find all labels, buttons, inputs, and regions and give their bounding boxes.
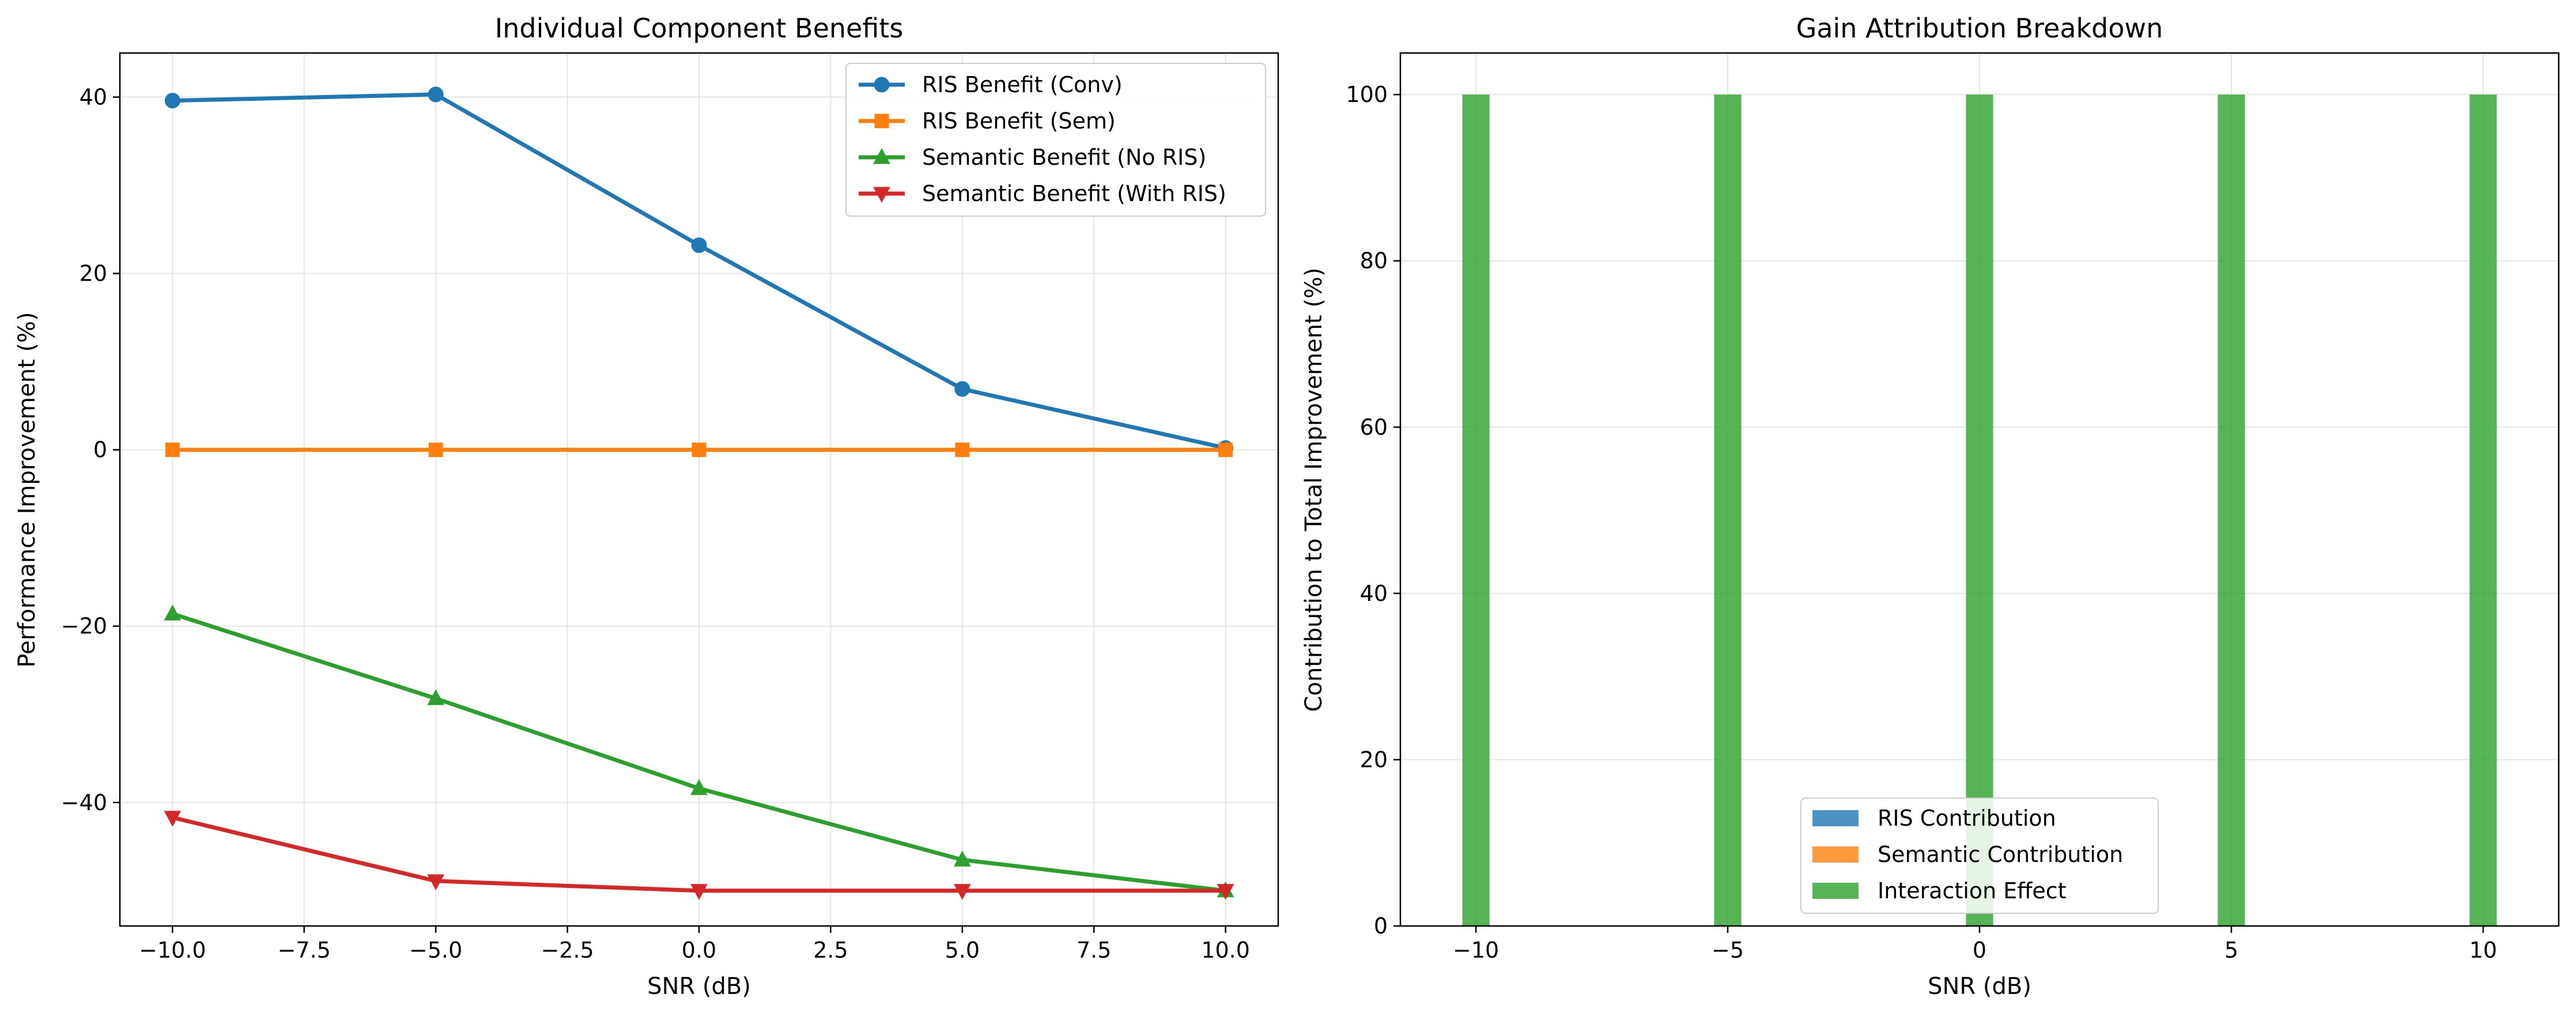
left-y-tick-label: 0: [93, 437, 107, 463]
semantic-benefit-no-ris-point: [953, 850, 971, 867]
left-x-tick-label: 0.0: [682, 937, 716, 963]
left-ticks: −10.0 −7.5 −5.0 −2.5 0.0 2.5 5.0 7.5 10.0 −40 −20 0…: [61, 85, 1250, 963]
semantic-contribution-legend-swatch: [1812, 846, 1859, 863]
left-x-tick-label: 10.0: [1201, 937, 1250, 963]
left-y-tick-label: −20: [61, 614, 107, 639]
semantic-benefit-with-ris-legend-marker: [873, 187, 890, 203]
ris-contribution-legend-label: RIS Contribution: [1878, 806, 2056, 831]
left-chart-title: Individual Component Benefits: [495, 13, 904, 44]
interaction-effect-legend-label: Interaction Effect: [1878, 878, 2067, 903]
left-legend-items: RIS Benefit (Conv) RIS Benefit (Sem) Seman…: [859, 72, 1226, 206]
left-y-axis-label: Performance Improvement (%): [14, 312, 40, 667]
ris-contribution-legend-swatch: [1812, 810, 1859, 826]
left-legend: RIS Benefit (Conv) RIS Benefit (Sem) Seman…: [845, 63, 1266, 217]
ris-benefit-sem-legend-label: RIS Benefit (Sem): [922, 108, 1116, 134]
right-legend-items: RIS Contribution Semantic Contribution Int…: [1812, 806, 2123, 903]
semantic-contribution-legend-label: Semantic Contribution: [1878, 842, 2123, 867]
semantic-benefit-no-ris-point: [690, 779, 708, 795]
right-legend-box: [1800, 797, 2159, 914]
semantic-benefit-no-ris-point: [427, 689, 445, 705]
interaction-effect-bar: [1966, 94, 1993, 927]
ris-benefit-sem-legend-marker: [874, 114, 889, 128]
left-x-tick-label: −7.5: [278, 937, 331, 963]
ris-benefit-sem-point: [1218, 443, 1233, 458]
semantic-benefit-with-ris-point: [1217, 884, 1234, 900]
semantic-benefit-no-ris-point: [164, 604, 182, 621]
semantic-benefit-with-ris-point: [164, 811, 182, 827]
interaction-effect-bar: [2469, 94, 2497, 927]
right-legend: RIS Contribution Semantic Contribution Int…: [1800, 797, 2159, 914]
ris-benefit-conv-legend-marker: [874, 77, 890, 93]
left-x-tick-label: −5.0: [409, 937, 462, 963]
ris-benefit-conv-legend-label: RIS Benefit (Conv): [922, 72, 1123, 97]
ris-benefit-sem-point: [165, 443, 180, 458]
interaction-effect-bar: [1714, 94, 1742, 927]
right-plot-bars: [1462, 94, 2497, 927]
left-legend-box: [845, 63, 1266, 217]
left-x-tick-label: −10.0: [139, 937, 206, 963]
right-x-axis-label: SNR (dB): [1928, 973, 2031, 1000]
semantic-benefit-no-ris-legend-marker: [873, 148, 890, 164]
right-x-tick-label: −10: [1453, 937, 1499, 963]
left-y-tick-label: 20: [80, 261, 107, 286]
left-x-tick-label: 2.5: [813, 937, 848, 963]
left-plot-marks: [164, 86, 1234, 900]
semantic-benefit-with-ris-point: [427, 874, 445, 891]
ris-benefit-sem-point: [955, 443, 970, 458]
ris-benefit-conv-point: [428, 86, 444, 103]
semantic-benefit-with-ris-legend-label: Semantic Benefit (With RIS): [922, 181, 1226, 206]
left-x-axis-label: SNR (dB): [647, 973, 751, 1000]
interaction-effect-legend-swatch: [1812, 883, 1859, 899]
left-x-tick-label: −2.5: [541, 937, 594, 963]
left-x-tick-label: 7.5: [1077, 937, 1111, 963]
right-y-tick-label: 20: [1360, 747, 1388, 772]
right-y-tick-label: 80: [1360, 248, 1388, 274]
right-y-tick-label: 100: [1346, 82, 1388, 107]
right-y-tick-label: 60: [1360, 414, 1388, 440]
semantic-benefit-no-ris-legend-label: Semantic Benefit (No RIS): [922, 145, 1206, 170]
right-x-tick-label: −5: [1712, 937, 1744, 963]
left-y-tick-label: 40: [80, 85, 107, 110]
ris-benefit-conv-point: [691, 237, 707, 254]
interaction-effect-bar: [1462, 94, 1490, 927]
right-x-tick-label: 10: [2469, 937, 2497, 963]
semantic-benefit-with-ris-point: [953, 884, 971, 900]
right-y-axis-label: Contribution to Total Improvement (%): [1301, 267, 1327, 712]
right-y-tick-label: 40: [1360, 581, 1388, 606]
left-y-tick-label: −40: [61, 790, 107, 815]
left-x-tick-label: 5.0: [945, 937, 980, 963]
component-benefits-chart: −10.0 −7.5 −5.0 −2.5 0.0 2.5 5.0 7.5 10.0 −40 −20 0…: [14, 13, 1279, 1000]
ris-benefit-sem-point: [692, 443, 707, 458]
ris-benefit-conv-point: [164, 93, 180, 109]
right-x-tick-label: 5: [2224, 937, 2238, 963]
right-y-tick-label: 0: [1374, 913, 1388, 939]
ris-benefit-sem-point: [428, 443, 443, 458]
ris-benefit-conv-point: [954, 381, 970, 397]
interaction-effect-bar: [2218, 94, 2245, 927]
right-x-tick-label: 0: [1973, 937, 1986, 963]
right-chart-title: Gain Attribution Breakdown: [1796, 13, 2163, 44]
semantic-benefit-with-ris-point: [690, 884, 708, 900]
